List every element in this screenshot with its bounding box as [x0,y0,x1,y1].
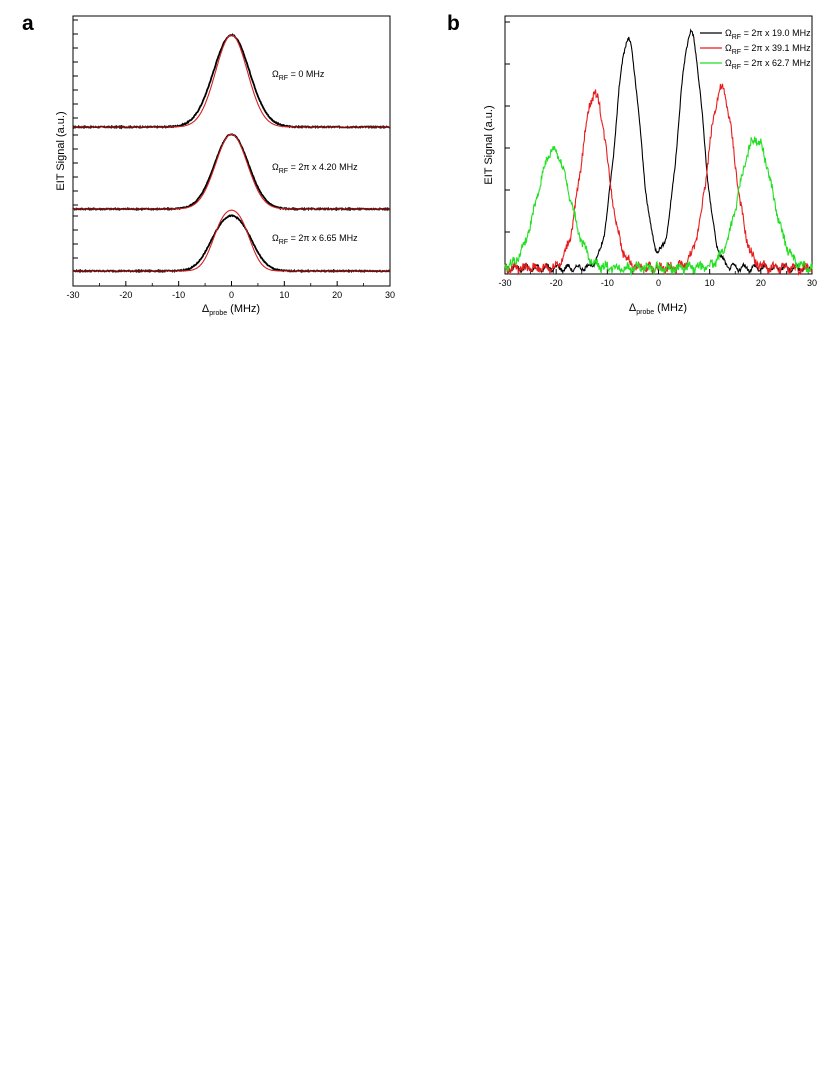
data-trace [72,214,391,274]
panel-b-legend: ΩRF = 2π x 19.0 MHz ΩRF = 2π x 39.1 MHz ΩR… [700,28,811,71]
fit-trace [73,133,390,210]
panel-a-frame [72,15,391,287]
x-tick-label: -20 [550,278,563,288]
panel-a-x-axis-label: Δprobe (MHz) [202,303,260,317]
panel-a-annotations: ΩRF = 0 MHz ΩRF = 2π x 4.20 MHz ΩRF = 2π x… [272,69,358,246]
panel-b-plot-area [504,28,813,277]
x-tick-label: -30 [66,290,79,300]
x-tick-label: -30 [498,278,511,288]
panel-a-y-axis-label: EIT Signal (a.u.) [55,111,67,190]
series-line [504,136,813,276]
x-tick-label: 10 [705,278,715,288]
x-tick-label: 20 [332,290,342,300]
trace-annotation: ΩRF = 0 MHz [272,69,325,82]
panel-b-x-axis-label: Δprobe (MHz) [629,302,687,316]
x-tick-label: 30 [385,290,395,300]
fit-trace [73,34,390,128]
legend-entry: ΩRF = 2π x 62.7 MHz [725,58,811,71]
x-tick-label: 10 [279,290,289,300]
x-tick-label: 20 [756,278,766,288]
fit-trace [73,209,390,272]
panel-a-y-axis [73,19,78,259]
panel-a-label: a [22,12,34,35]
x-tick-label: 0 [656,278,661,288]
panel-b-frame [504,15,813,275]
legend-entry: ΩRF = 2π x 19.0 MHz [725,28,811,41]
legend-entry: ΩRF = 2π x 39.1 MHz [725,43,811,56]
panel-b-y-axis-label: EIT Signal (a.u.) [483,105,495,184]
series-line [504,28,813,275]
x-tick-label: 30 [807,278,817,288]
panel-b-y-axis [505,21,510,233]
x-tick-label: 0 [229,290,234,300]
data-trace [72,33,390,130]
panel-a-x-axis: -30 -20 -10 0 10 20 30 [66,281,395,300]
x-tick-label: -10 [601,278,614,288]
trace-annotation: ΩRF = 2π x 4.20 MHz [272,162,358,175]
panel-b: b -30 -20 -10 0 10 20 30 ΩRF = 2π x 19.0 MHzΩR… [447,12,817,316]
figure: a -30 -20 -10 0 10 20 30 ΩRF = 0 MHz ΩRF = 2π x… [22,12,817,317]
x-tick-label: -20 [119,290,132,300]
panel-b-label: b [447,12,460,35]
series-line [504,83,813,277]
panel-b-x-axis: -30 -20 -10 0 10 20 30 [498,269,817,288]
x-tick-label: -10 [172,290,185,300]
panel-a-plot-area [72,33,391,274]
trace-annotation: ΩRF = 2π x 6.65 MHz [272,233,358,246]
panel-a: a -30 -20 -10 0 10 20 30 ΩRF = 0 MHz ΩRF = 2π x… [22,12,395,317]
